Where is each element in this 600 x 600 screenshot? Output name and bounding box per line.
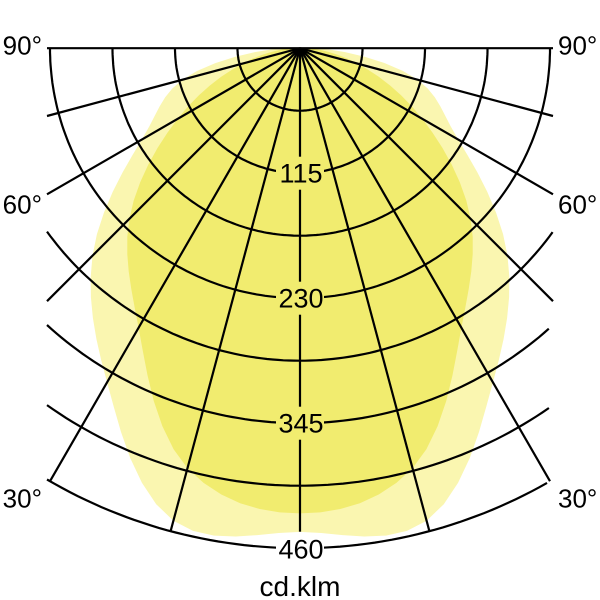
- grid-ray--15deg: [169, 47, 302, 532]
- radial-tick-label-460: 460: [278, 535, 323, 565]
- angle-label-60-left: 60°: [3, 190, 42, 220]
- radial-tick-label-230: 230: [278, 284, 323, 314]
- grid-ray-30deg: [299, 47, 551, 482]
- angle-label-30-left: 30°: [3, 484, 42, 514]
- angle-label-60-right: 60°: [558, 190, 597, 220]
- radial-tick-label-345: 345: [278, 409, 323, 439]
- grid-ray-75deg: [299, 47, 554, 118]
- unit-label: cd.klm: [260, 571, 341, 600]
- polar-grid-layer: [46, 47, 554, 550]
- grid-ray--30deg: [49, 47, 301, 482]
- grid-ray-45deg: [299, 47, 554, 302]
- grid-arc-460: [46, 478, 548, 550]
- angle-label-90-left: 90°: [3, 31, 42, 61]
- grid-ray--45deg: [46, 47, 301, 302]
- angle-label-30-right: 30°: [558, 484, 597, 514]
- grid-ray-15deg: [298, 47, 431, 532]
- grid-arc-402.5: [46, 404, 550, 487]
- angle-label-90-right: 90°: [558, 31, 597, 61]
- grid-arc-345: [46, 324, 550, 425]
- radial-tick-label-115: 115: [279, 159, 322, 189]
- grid-ray--75deg: [46, 47, 301, 118]
- grid-ray-60deg: [299, 47, 554, 196]
- grid-ray--60deg: [46, 47, 301, 196]
